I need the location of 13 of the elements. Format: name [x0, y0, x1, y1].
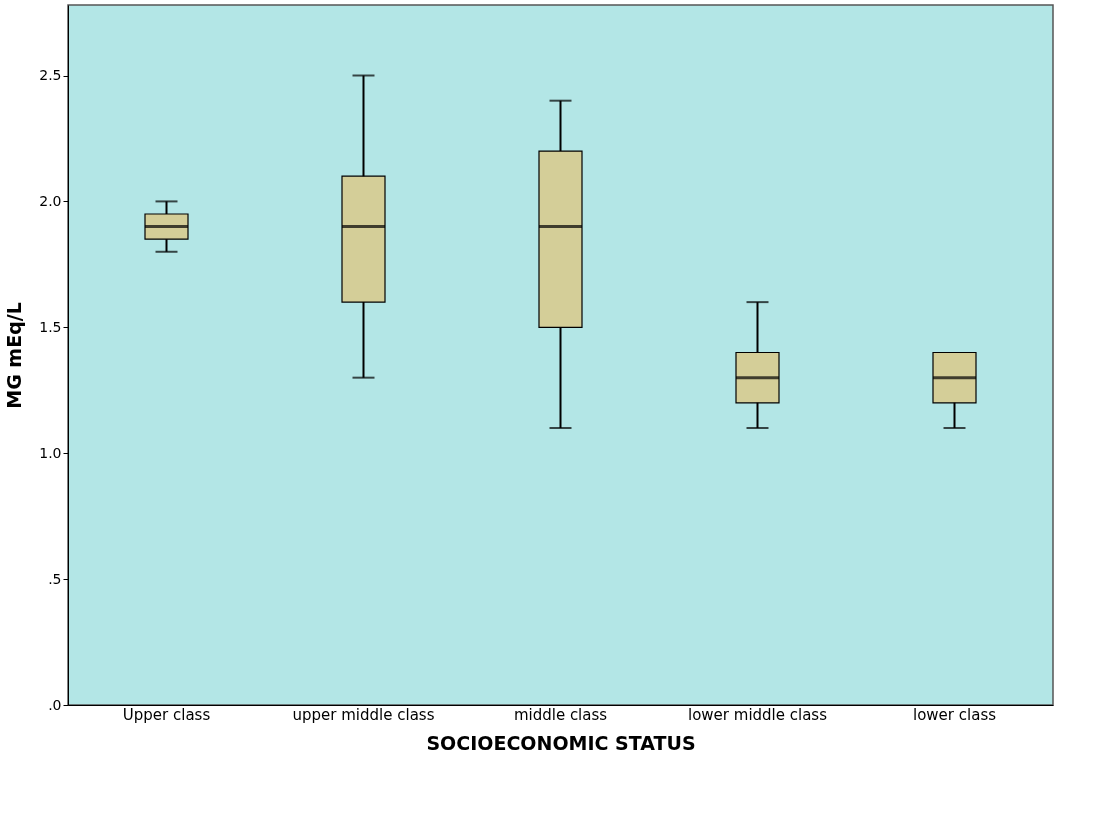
- x-tick-label: Upper class: [122, 705, 211, 724]
- y-tick-label: 1.0: [39, 444, 62, 461]
- y-tick-label: 2.0: [39, 192, 62, 209]
- y-tick-label: 1.5: [39, 318, 62, 335]
- y-axis-title: MG mEq/L: [3, 302, 26, 409]
- y-tick-label: 2.5: [39, 67, 62, 83]
- x-tick-label: lower class: [912, 705, 997, 724]
- y-tick-label: .5: [48, 570, 62, 587]
- x-tick-label: lower middle class: [688, 705, 828, 724]
- x-axis-title: SOCIOECONOMIC STATUS: [426, 731, 696, 754]
- x-tick-label: upper middle class: [292, 705, 435, 724]
- y-tick-label: .0: [48, 696, 62, 713]
- x-tick-label: middle class: [513, 705, 608, 724]
